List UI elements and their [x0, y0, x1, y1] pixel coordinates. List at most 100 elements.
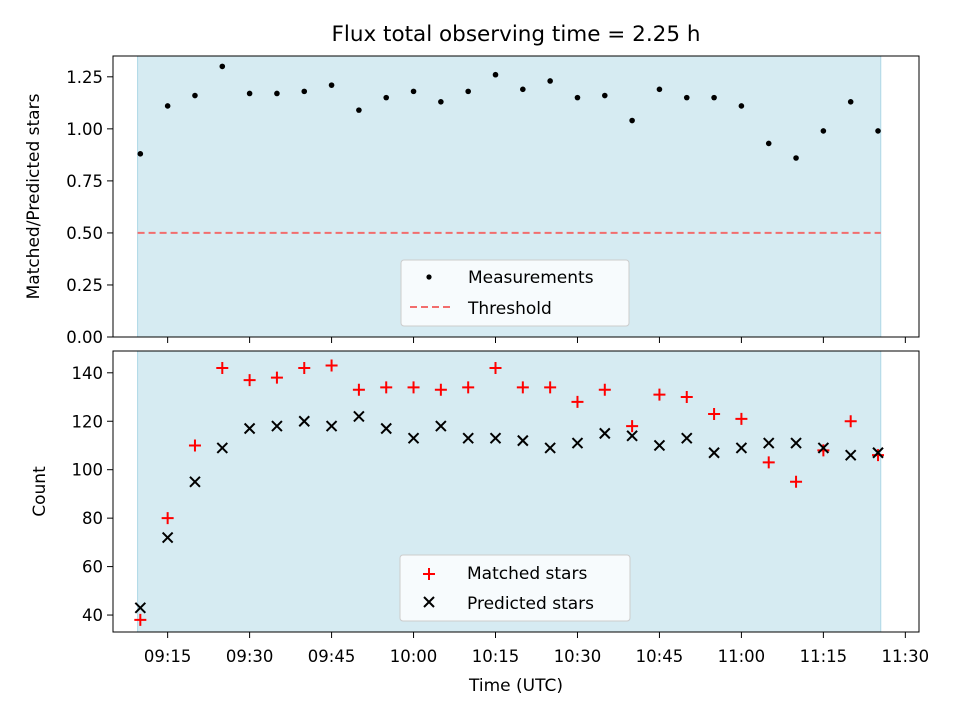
matched-star-point	[571, 395, 584, 408]
matched-star-point	[762, 456, 775, 469]
x-tick-label: 09:15	[144, 647, 192, 666]
measurement-point	[356, 107, 362, 113]
matched-star-point	[735, 412, 748, 425]
time-x-label: Time (UTC)	[468, 676, 563, 696]
predicted-star-point	[626, 430, 638, 442]
y-tick-label: 120	[72, 412, 104, 431]
y-tick-label: 60	[82, 558, 103, 577]
predicted-star-point	[380, 422, 392, 435]
y-tick-label: 0.25	[66, 276, 103, 295]
predicted-star-point	[189, 476, 201, 488]
legend-threshold-label: Threshold	[467, 299, 552, 319]
measurement-point	[847, 98, 854, 105]
measurement-point	[192, 92, 198, 99]
measurement-point	[246, 90, 253, 97]
predicted-star-point	[407, 432, 420, 444]
ratio-panel-frame	[112, 55, 920, 338]
predicted-star-point	[216, 442, 228, 454]
predicted-star-point	[517, 434, 529, 447]
measurement-point	[328, 82, 335, 88]
predicted-star-point	[817, 442, 830, 454]
x-tick-label: 09:45	[308, 647, 356, 666]
count-panel: 40 60 80 100 120 140 09:15 09:30 09:45 10:00 10:1…	[30, 350, 929, 696]
matched-star-point	[407, 381, 420, 394]
measurement-point	[574, 94, 581, 101]
predicted-star-point	[353, 410, 365, 423]
matched-star-point	[134, 613, 147, 626]
predicted-star-point	[872, 447, 884, 459]
matched-star-point	[544, 381, 557, 394]
y-tick-label: 80	[82, 509, 103, 528]
predicted-star-point	[489, 432, 502, 444]
measurement-point	[438, 98, 444, 105]
matched-star-point	[598, 383, 611, 396]
measurement-point	[547, 78, 553, 84]
ratio-legend-box	[400, 259, 630, 327]
predicted-star-point	[708, 447, 720, 459]
matched-star-point	[352, 383, 365, 396]
legend-predicted-marker	[423, 596, 435, 608]
matched-star-point	[653, 388, 666, 401]
predicted-star-point	[435, 420, 447, 432]
measurement-point	[765, 140, 772, 147]
matched-star-point	[872, 449, 885, 462]
count-legend-box	[399, 554, 631, 622]
predicted-star-point	[462, 432, 474, 444]
matched-star-point	[708, 407, 721, 420]
y-tick-label: 40	[82, 606, 103, 625]
matched-star-point	[489, 361, 502, 374]
matched-star-point	[680, 391, 693, 404]
matched-star-point	[270, 371, 283, 384]
predicted-star-point	[844, 449, 857, 461]
legend-matched-marker	[423, 568, 435, 580]
count-panel-frame	[112, 350, 920, 633]
count-x-ticks: 09:15 09:30 09:45 10:00 10:15 10:30 10:45 11:00…	[144, 632, 929, 666]
y-tick-label: 1.00	[66, 120, 103, 139]
x-tick-label: 09:30	[226, 647, 274, 666]
measurement-point	[465, 88, 471, 95]
ratio-legend: Measurements Threshold	[400, 259, 630, 327]
count-legend: Matched stars Predicted stars	[399, 554, 631, 622]
y-tick-label: 140	[72, 364, 104, 383]
x-tick-label: 11:30	[882, 647, 930, 666]
legend-predicted-label: Predicted stars	[467, 594, 594, 614]
measurement-point	[711, 94, 717, 101]
ratio-y-ticks: 0.00 0.25 0.50 0.75 1.00 1.25	[66, 68, 113, 347]
y-tick-label: 0.75	[66, 172, 103, 191]
matched-star-point	[188, 439, 201, 452]
matched-star-point	[434, 383, 447, 396]
ratio-x-ticks	[167, 337, 906, 343]
predicted-star-point	[571, 437, 584, 449]
x-tick-label: 11:00	[718, 647, 766, 666]
measurement-point	[601, 92, 608, 99]
legend-matched-label: Matched stars	[467, 564, 587, 584]
measurement-point	[164, 103, 171, 109]
measurement-points	[137, 63, 881, 161]
matched-star-point	[216, 361, 229, 374]
x-tick-label: 10:30	[554, 647, 602, 666]
predicted-star-point	[599, 427, 611, 440]
measurement-point	[410, 88, 417, 95]
matched-star-point	[817, 444, 830, 457]
matched-star-point	[790, 475, 803, 488]
matched-star-point	[626, 420, 639, 433]
ratio-panel: 0.00 0.25 0.50 0.75 1.00 1.25 Matched/Predict…	[24, 55, 920, 347]
measurement-point	[656, 86, 663, 93]
predicted-star-point	[653, 439, 666, 452]
predicted-star-point	[134, 602, 147, 614]
x-tick-label: 10:45	[636, 647, 684, 666]
count-y-ticks: 40 60 80 100 120 140	[72, 364, 113, 625]
matched-star-point	[325, 359, 338, 372]
ratio-y-label: Matched/Predicted stars	[24, 93, 44, 299]
measurement-point	[683, 94, 690, 101]
y-tick-label: 1.25	[66, 68, 103, 87]
predicted-star-point	[298, 415, 310, 427]
matched-star-point	[462, 381, 475, 394]
predicted-star-point	[681, 432, 693, 444]
y-tick-label: 100	[72, 461, 104, 480]
measurement-point	[520, 86, 526, 93]
measurement-point	[301, 88, 308, 95]
chart-title: Flux total observing time = 2.25 h	[332, 22, 701, 47]
predicted-star-point	[271, 420, 283, 432]
count-points	[134, 359, 885, 626]
